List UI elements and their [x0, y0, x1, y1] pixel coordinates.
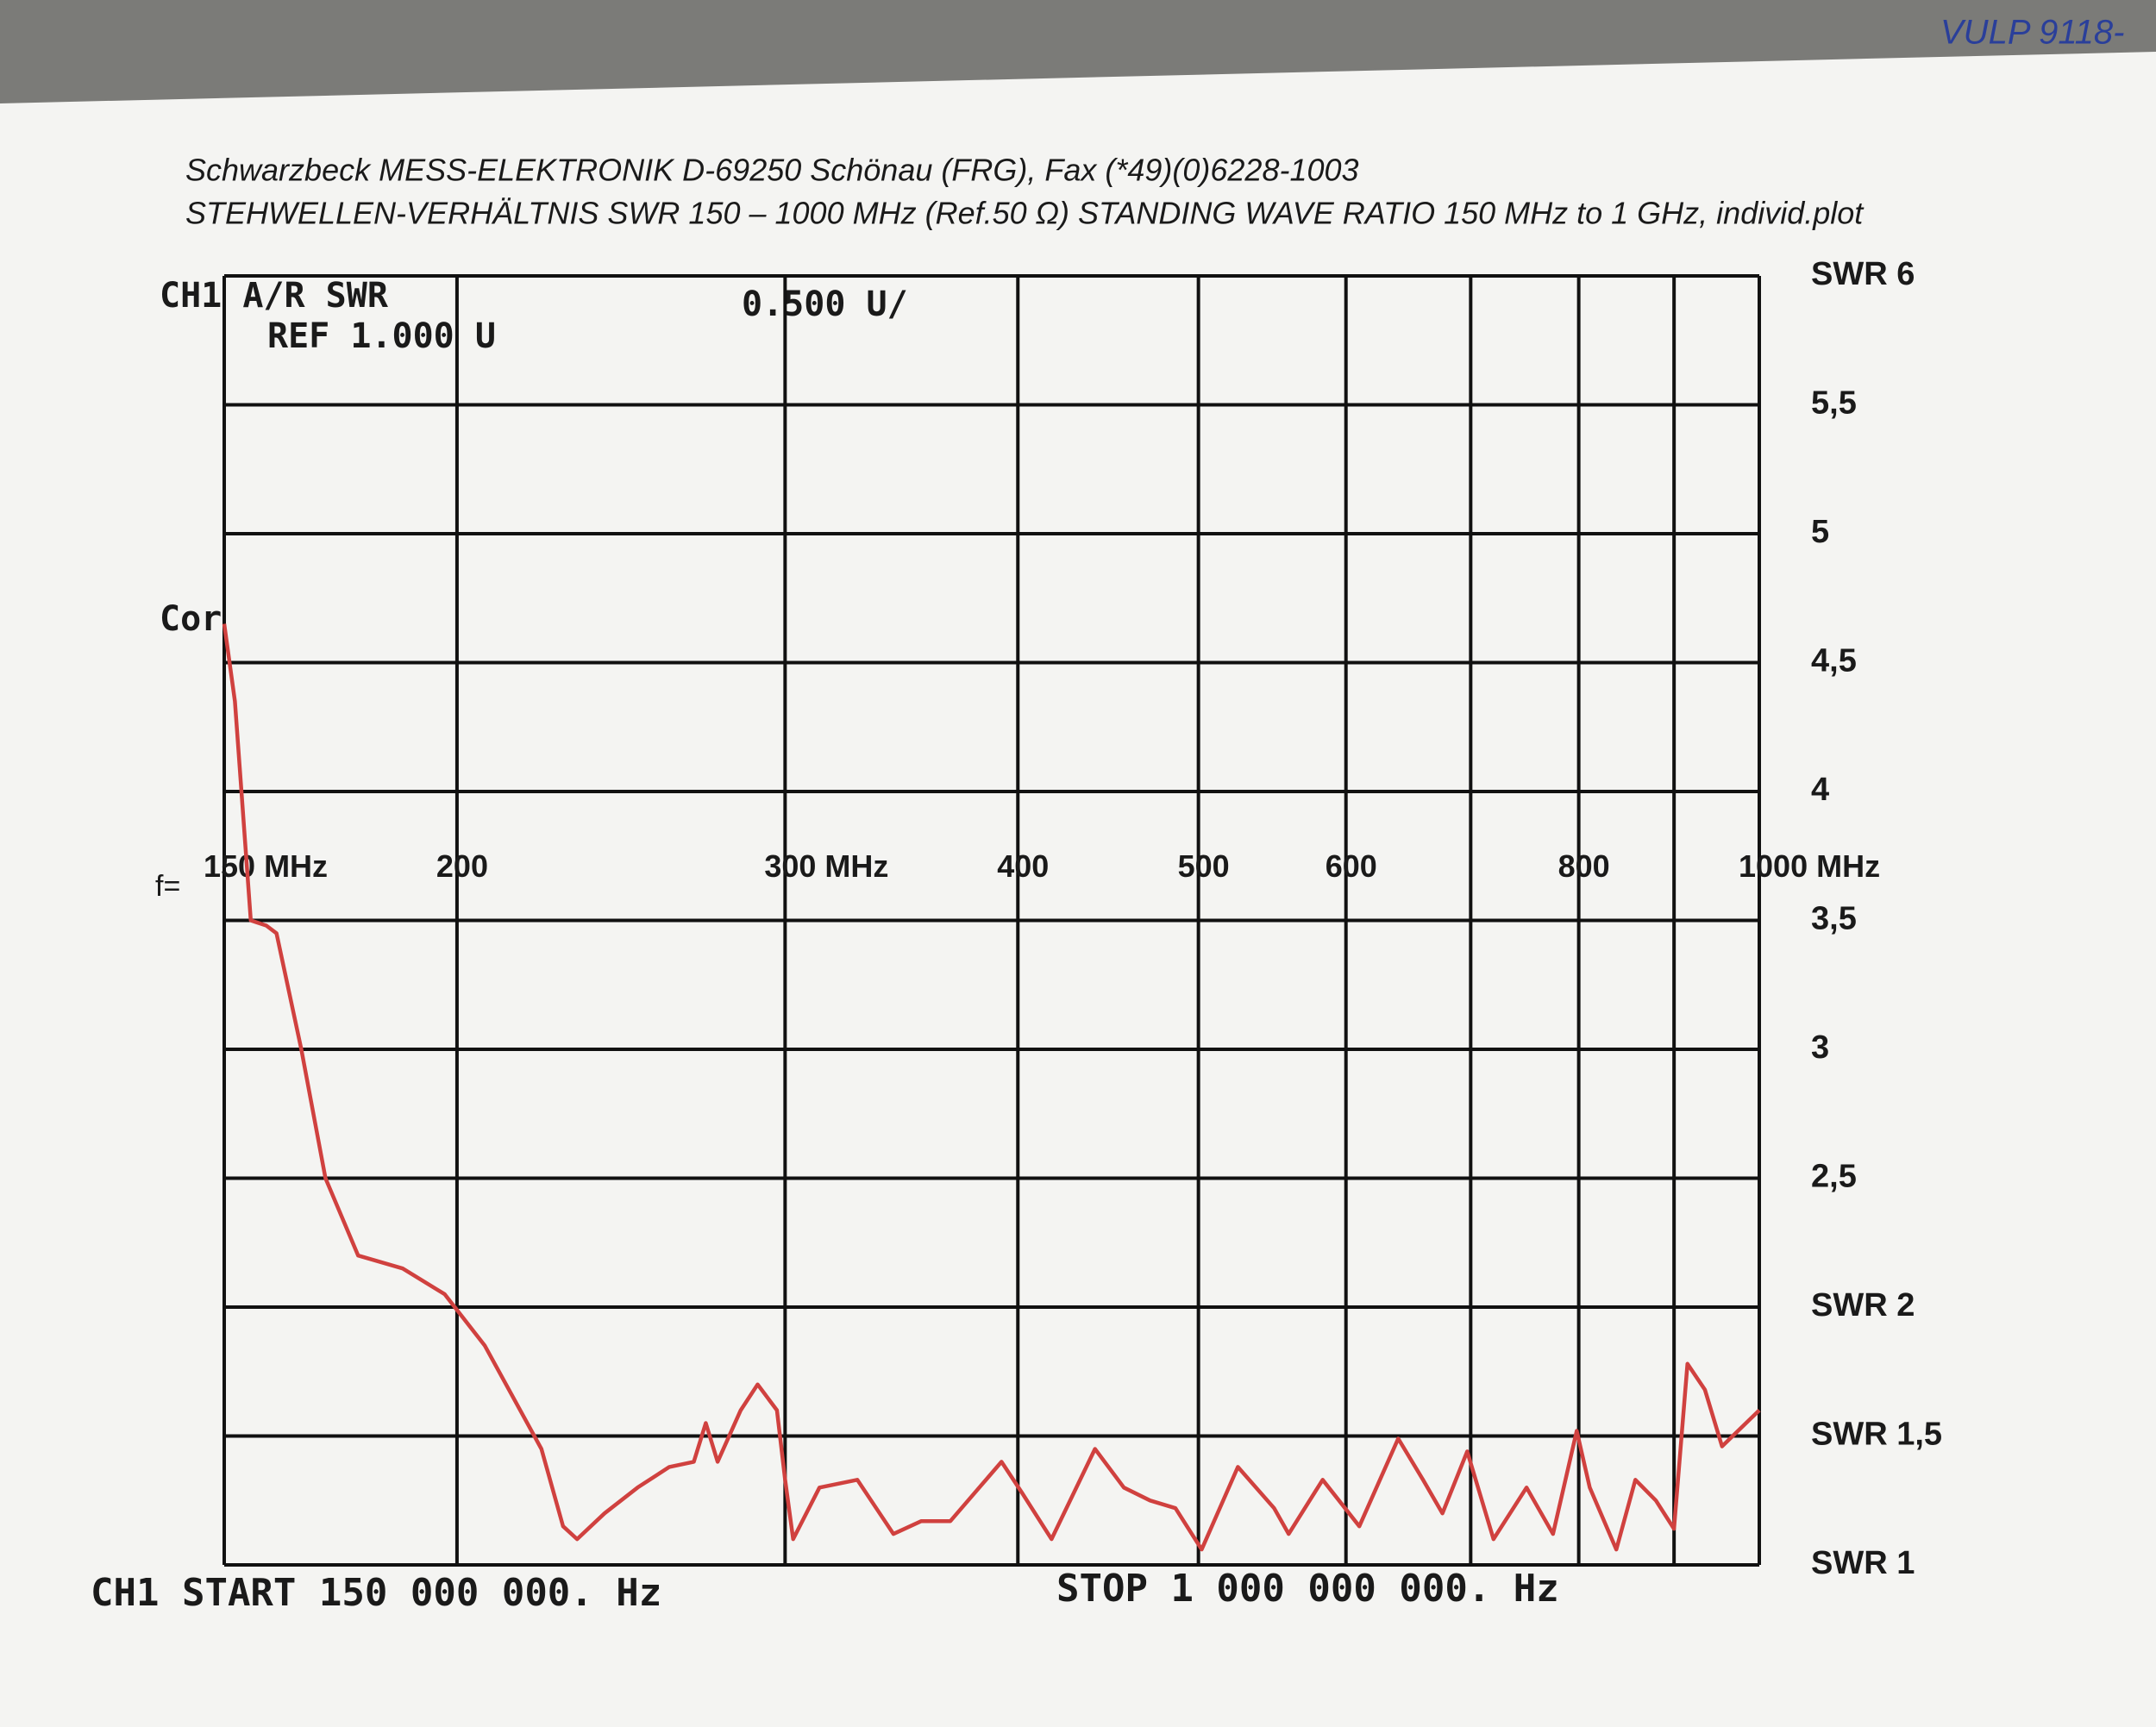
x-tick-label: 200 — [436, 848, 488, 884]
x-tick-label: 600 — [1326, 848, 1377, 884]
handwritten-note: VULP 9118- — [1940, 14, 2124, 52]
y-tick-label: SWR 2 — [1811, 1287, 1915, 1323]
scale-label: 0.500 U/ — [742, 285, 908, 324]
x-tick-label: 300 MHz — [764, 848, 888, 884]
y-tick-label: SWR 6 — [1811, 256, 1915, 292]
x-tick-label: 800 — [1558, 848, 1610, 884]
y-tick-label: 3,5 — [1811, 901, 1857, 937]
swr-trace — [222, 623, 1761, 1552]
header-line: STEHWELLEN-VERHÄLTNIS SWR 150 – 1000 MHz… — [185, 196, 1865, 231]
y-tick-label: 2,5 — [1811, 1159, 1857, 1195]
channel-label: CH1 A/R SWR — [160, 276, 389, 316]
header-line: Schwarzbeck MESS-ELEKTRONIK D-69250 Schö… — [185, 153, 1359, 188]
x-tick-label: 150 MHz — [204, 848, 328, 884]
correction-label: Cor — [160, 599, 222, 639]
y-tick-label: 4,5 — [1811, 643, 1857, 679]
start-label: CH1 START 150 000 000. Hz — [91, 1571, 661, 1615]
y-tick-label: 5,5 — [1811, 385, 1857, 422]
y-tick-label: 3 — [1811, 1029, 1829, 1066]
y-tick-label: 4 — [1811, 772, 1829, 808]
reference-label: REF 1.000 U — [267, 316, 496, 356]
x-tick-label: 400 — [997, 848, 1049, 884]
y-tick-label: SWR 1 — [1811, 1545, 1915, 1581]
x-tick-label: 1000 MHz — [1739, 848, 1880, 884]
stop-label: STOP 1 000 000 000. Hz — [1056, 1567, 1559, 1611]
x-tick-label: 500 — [1178, 848, 1230, 884]
top-edge — [0, 0, 2156, 103]
frequency-prefix: f= — [155, 870, 180, 903]
y-tick-label: 5 — [1811, 514, 1829, 550]
y-tick-label: SWR 1,5 — [1811, 1417, 1942, 1453]
